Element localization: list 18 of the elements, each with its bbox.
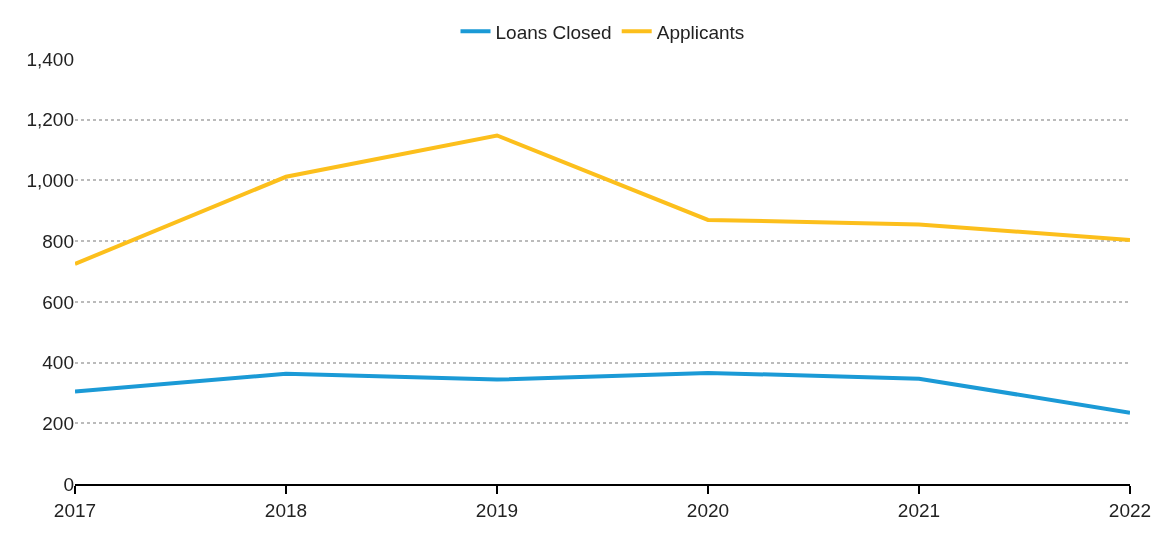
x-tick-label: 2019: [475, 499, 519, 521]
x-tick-label: 2018: [264, 499, 308, 521]
x-tick-label: 2020: [686, 499, 730, 521]
x-tick-label: 2021: [897, 499, 941, 521]
line-series: [75, 133, 1130, 266]
y-tick-label: 800: [42, 230, 74, 252]
legend-label: Applicants: [656, 21, 745, 43]
y-tick-label: 0: [63, 473, 74, 495]
y-tick-label: 1,400: [26, 48, 74, 70]
y-tick-label: 200: [42, 412, 74, 434]
y-tick-label: 1,200: [26, 109, 74, 131]
x-tick-label: 2022: [1108, 499, 1152, 521]
line-series: [75, 370, 1130, 415]
x-tick-label: 2017: [53, 499, 97, 521]
legend-label: Loans Closed: [495, 21, 612, 43]
y-tick-label: 600: [42, 291, 74, 313]
y-tick-label: 1,000: [26, 170, 74, 192]
y-tick-label: 400: [42, 352, 74, 374]
